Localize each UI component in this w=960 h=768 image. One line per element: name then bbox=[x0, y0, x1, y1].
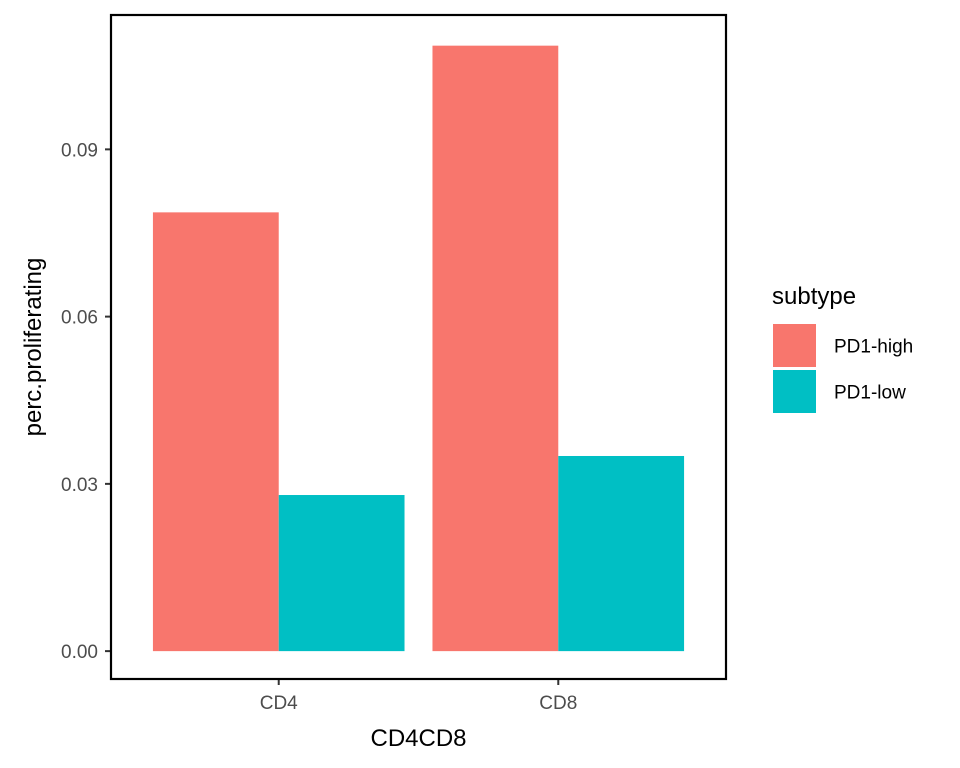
bar-cd8-pd1-low bbox=[558, 455, 685, 652]
legend-title: subtype bbox=[772, 283, 856, 310]
x-axis: CD4 CD8 bbox=[260, 679, 577, 714]
legend: subtype PD1-high PD1-low bbox=[772, 283, 913, 413]
y-axis: 0.00 0.03 0.06 0.09 bbox=[61, 140, 111, 663]
legend-key-pd1-high bbox=[773, 324, 816, 367]
x-tick-label: CD8 bbox=[539, 693, 577, 714]
bar-cd8-pd1-high bbox=[432, 45, 559, 652]
legend-label: PD1-high bbox=[834, 337, 913, 358]
y-tick-label: 0.06 bbox=[61, 308, 98, 329]
legend-label: PD1-low bbox=[834, 383, 906, 404]
bar-cd4-pd1-low bbox=[278, 495, 405, 652]
x-tick-label: CD4 bbox=[260, 693, 298, 714]
bar-cd4-pd1-high bbox=[152, 212, 279, 652]
plot-panel-border bbox=[109, 13, 728, 681]
y-tick-label: 0.00 bbox=[61, 642, 98, 663]
legend-key-pd1-low bbox=[773, 370, 816, 413]
bars-group bbox=[152, 45, 685, 652]
y-axis-title: perc.proliferating bbox=[20, 258, 47, 437]
y-tick-label: 0.03 bbox=[61, 475, 98, 496]
x-axis-title: CD4CD8 bbox=[370, 725, 466, 752]
y-tick-label: 0.09 bbox=[61, 140, 98, 161]
